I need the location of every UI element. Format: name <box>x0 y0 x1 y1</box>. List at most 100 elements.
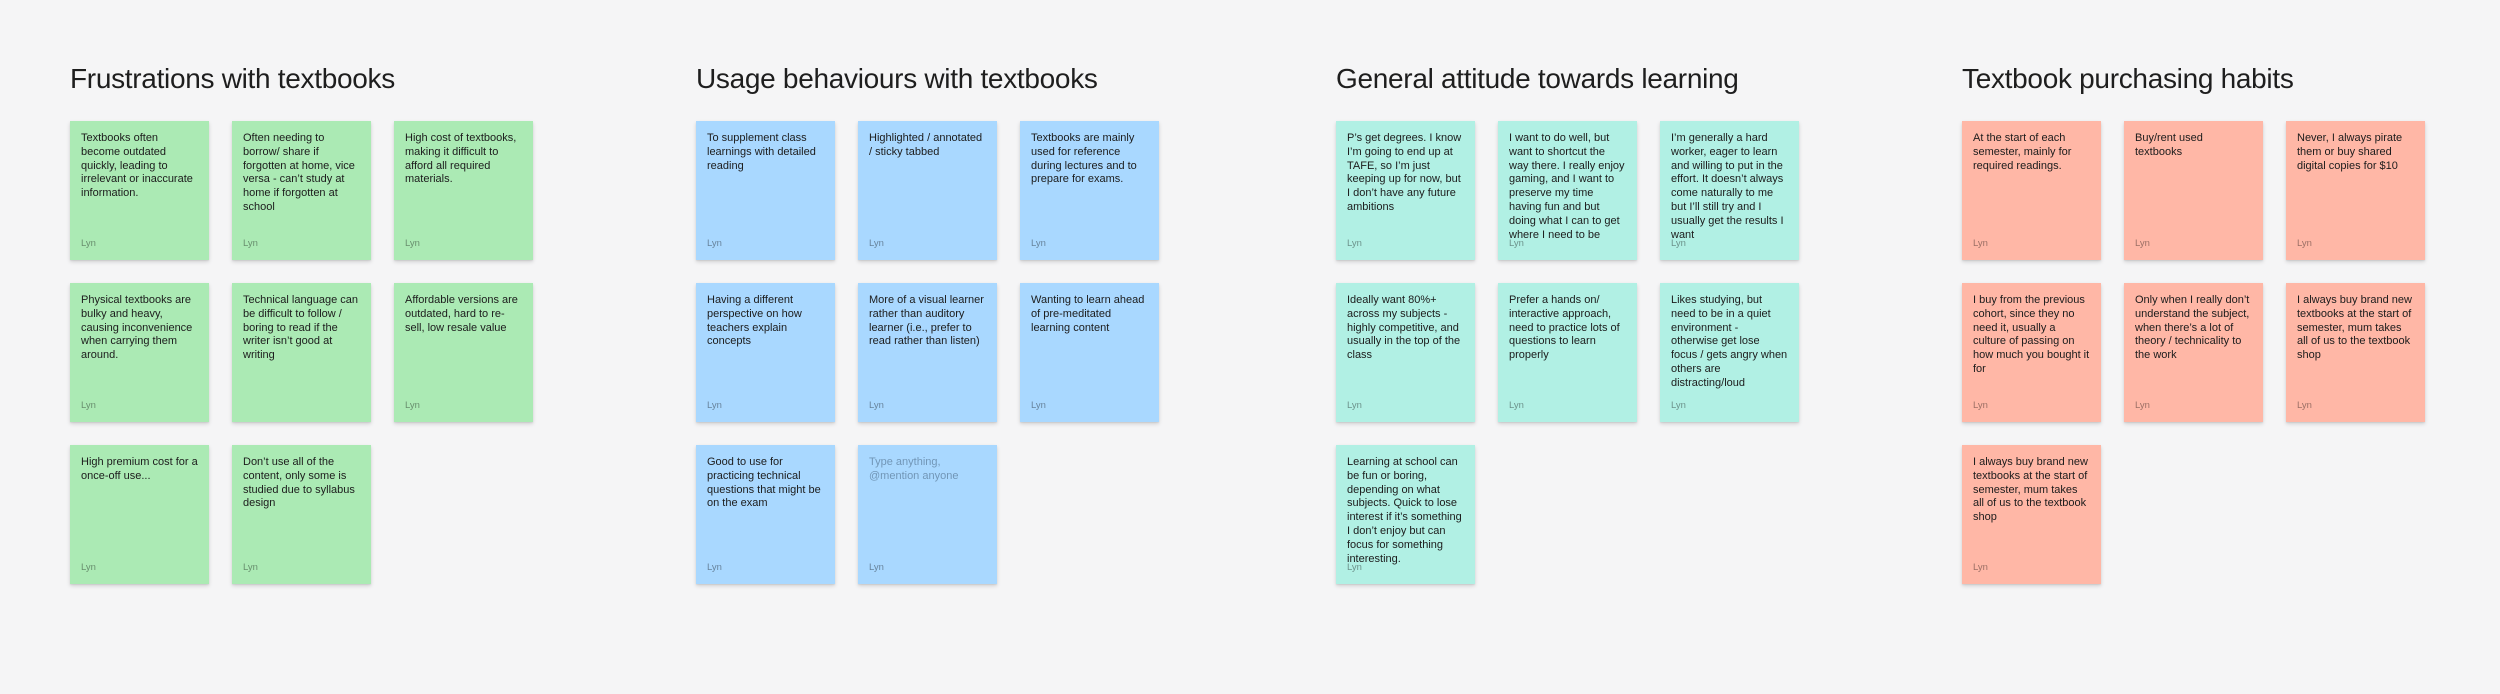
sticky-note-author: Lyn <box>2297 238 2312 249</box>
sticky-note[interactable]: Never, I always pirate them or buy share… <box>2286 121 2425 260</box>
sticky-note-text: Physical textbooks are bulky and heavy, … <box>81 294 193 362</box>
section-title[interactable]: Textbook purchasing habits <box>1962 63 2294 94</box>
sticky-note[interactable]: Textbooks are mainly used for reference … <box>1020 121 1159 260</box>
sticky-note-text: Never, I always pirate them or buy share… <box>2297 132 2403 172</box>
sticky-note-text: Affordable versions are outdated, hard t… <box>405 294 518 334</box>
sticky-note-text: Likes studying, but need to be in a quie… <box>1671 294 1788 389</box>
sticky-note-author: Lyn <box>869 238 884 249</box>
sticky-note-author: Lyn <box>869 562 884 573</box>
sticky-note-author: Lyn <box>243 238 258 249</box>
notes-grid: P’s get degrees. I know I’m going to end… <box>1336 121 1802 584</box>
sticky-note-text: Only when I really don’t understand the … <box>2135 294 2250 362</box>
sticky-note-author: Lyn <box>2297 400 2312 411</box>
sticky-note-text: Textbooks often become outdated quickly,… <box>81 132 193 200</box>
sticky-note-author: Lyn <box>869 400 884 411</box>
sticky-note-author: Lyn <box>1031 400 1046 411</box>
sticky-note-text: Learning at school can be fun or boring,… <box>1347 456 1462 565</box>
sticky-note-text: At the start of each semester, mainly fo… <box>1973 132 2072 172</box>
sticky-note[interactable]: More of a visual learner rather than aud… <box>858 283 997 422</box>
sticky-note-author: Lyn <box>81 400 96 411</box>
sticky-note-text: I always buy brand new textbooks at the … <box>2297 294 2412 362</box>
sticky-note-text: I buy from the previous cohort, since th… <box>1973 294 2090 375</box>
sticky-note[interactable]: Only when I really don’t understand the … <box>2124 283 2263 422</box>
sticky-note[interactable]: High premium cost for a once-off use... … <box>70 445 209 584</box>
sticky-note-text: Prefer a hands on/ interactive approach,… <box>1509 294 1620 362</box>
sticky-note[interactable]: P’s get degrees. I know I’m going to end… <box>1336 121 1475 260</box>
section-title[interactable]: Usage behaviours with textbooks <box>696 63 1098 94</box>
sticky-note-text: Having a different perspective on how te… <box>707 294 802 348</box>
section-title[interactable]: General attitude towards learning <box>1336 63 1739 94</box>
sticky-note[interactable]: Prefer a hands on/ interactive approach,… <box>1498 283 1637 422</box>
sticky-note[interactable]: I’m generally a hard worker, eager to le… <box>1660 121 1799 260</box>
section-usage-behaviours: Usage behaviours with textbooks To suppl… <box>696 63 1162 584</box>
notes-grid: Textbooks often become outdated quickly,… <box>70 121 536 584</box>
sticky-note[interactable]: Wanting to learn ahead of pre-meditated … <box>1020 283 1159 422</box>
sticky-note-author: Lyn <box>1509 400 1524 411</box>
sticky-note-placeholder-text: Type anything, @mention anyone <box>869 456 959 482</box>
sticky-note-text: Good to use for practicing technical que… <box>707 456 821 510</box>
sticky-note-text: Often needing to borrow/ share if forgot… <box>243 132 355 213</box>
sticky-note-text: I always buy brand new textbooks at the … <box>1973 456 2088 524</box>
sticky-note[interactable]: I want to do well, but want to shortcut … <box>1498 121 1637 260</box>
sticky-note-author: Lyn <box>1973 400 1988 411</box>
sticky-note[interactable]: I always buy brand new textbooks at the … <box>1962 445 2101 584</box>
sticky-note-author: Lyn <box>707 400 722 411</box>
sticky-note[interactable]: Don’t use all of the content, only some … <box>232 445 371 584</box>
notes-grid: At the start of each semester, mainly fo… <box>1962 121 2428 584</box>
sticky-note-text: I’m generally a hard worker, eager to le… <box>1671 132 1784 241</box>
sticky-note-text: Wanting to learn ahead of pre-meditated … <box>1031 294 1145 334</box>
sticky-note[interactable]: Buy/rent used textbooks Lyn <box>2124 121 2263 260</box>
sticky-note[interactable]: Highlighted / annotated / sticky tabbed … <box>858 121 997 260</box>
section-purchasing-habits: Textbook purchasing habits At the start … <box>1962 63 2428 584</box>
sticky-note[interactable]: Ideally want 80%+ across my subjects - h… <box>1336 283 1475 422</box>
sticky-note-text: High cost of textbooks, making it diffic… <box>405 132 517 186</box>
sticky-note-author: Lyn <box>405 238 420 249</box>
sticky-note-author: Lyn <box>243 562 258 573</box>
sticky-note-author: Lyn <box>2135 400 2150 411</box>
sticky-note[interactable]: Textbooks often become outdated quickly,… <box>70 121 209 260</box>
sticky-note-author: Lyn <box>707 238 722 249</box>
sticky-note-text: I want to do well, but want to shortcut … <box>1509 132 1625 241</box>
sticky-note-author: Lyn <box>1671 238 1686 249</box>
sticky-note-text: P’s get degrees. I know I’m going to end… <box>1347 132 1462 213</box>
sticky-note-text: High premium cost for a once-off use... <box>81 456 198 482</box>
sticky-note-text: Textbooks are mainly used for reference … <box>1031 132 1137 186</box>
sticky-note-author: Lyn <box>1973 238 1988 249</box>
sticky-note[interactable]: To supplement class learnings with detai… <box>696 121 835 260</box>
sticky-note[interactable]: I buy from the previous cohort, since th… <box>1962 283 2101 422</box>
sticky-note[interactable]: At the start of each semester, mainly fo… <box>1962 121 2101 260</box>
sticky-note-text: Don’t use all of the content, only some … <box>243 456 355 510</box>
sticky-note-author: Lyn <box>1509 238 1524 249</box>
sticky-note[interactable]: Learning at school can be fun or boring,… <box>1336 445 1475 584</box>
sticky-note-author: Lyn <box>81 562 96 573</box>
sticky-note[interactable]: Good to use for practicing technical que… <box>696 445 835 584</box>
section-title[interactable]: Frustrations with textbooks <box>70 63 395 94</box>
sticky-note-author: Lyn <box>1347 400 1362 411</box>
section-general-attitude: General attitude towards learning P’s ge… <box>1336 63 1802 584</box>
sticky-note[interactable]: High cost of textbooks, making it diffic… <box>394 121 533 260</box>
sticky-note-text: Highlighted / annotated / sticky tabbed <box>869 132 983 158</box>
sticky-note-text: Ideally want 80%+ across my subjects - h… <box>1347 294 1461 362</box>
sticky-note[interactable]: Affordable versions are outdated, hard t… <box>394 283 533 422</box>
sticky-note[interactable]: Often needing to borrow/ share if forgot… <box>232 121 371 260</box>
sticky-note[interactable]: Having a different perspective on how te… <box>696 283 835 422</box>
sticky-note-author: Lyn <box>405 400 420 411</box>
notes-grid: To supplement class learnings with detai… <box>696 121 1162 584</box>
sticky-note-empty-placeholder[interactable]: Type anything, @mention anyone Lyn <box>858 445 997 584</box>
sticky-note-text: To supplement class learnings with detai… <box>707 132 816 172</box>
sticky-note[interactable]: Likes studying, but need to be in a quie… <box>1660 283 1799 422</box>
sticky-note-author: Lyn <box>1347 562 1362 573</box>
sticky-note-text: Buy/rent used textbooks <box>2135 132 2203 158</box>
sticky-note[interactable]: Technical language can be difficult to f… <box>232 283 371 422</box>
sticky-note-author: Lyn <box>1347 238 1362 249</box>
section-frustrations: Frustrations with textbooks Textbooks of… <box>70 63 536 584</box>
sticky-note-author: Lyn <box>1671 400 1686 411</box>
sticky-note[interactable]: Physical textbooks are bulky and heavy, … <box>70 283 209 422</box>
sticky-note-author: Lyn <box>2135 238 2150 249</box>
sticky-note-author: Lyn <box>707 562 722 573</box>
sticky-note-author: Lyn <box>1973 562 1988 573</box>
sticky-note-author: Lyn <box>81 238 96 249</box>
sticky-note[interactable]: I always buy brand new textbooks at the … <box>2286 283 2425 422</box>
sticky-note-text: More of a visual learner rather than aud… <box>869 294 984 348</box>
